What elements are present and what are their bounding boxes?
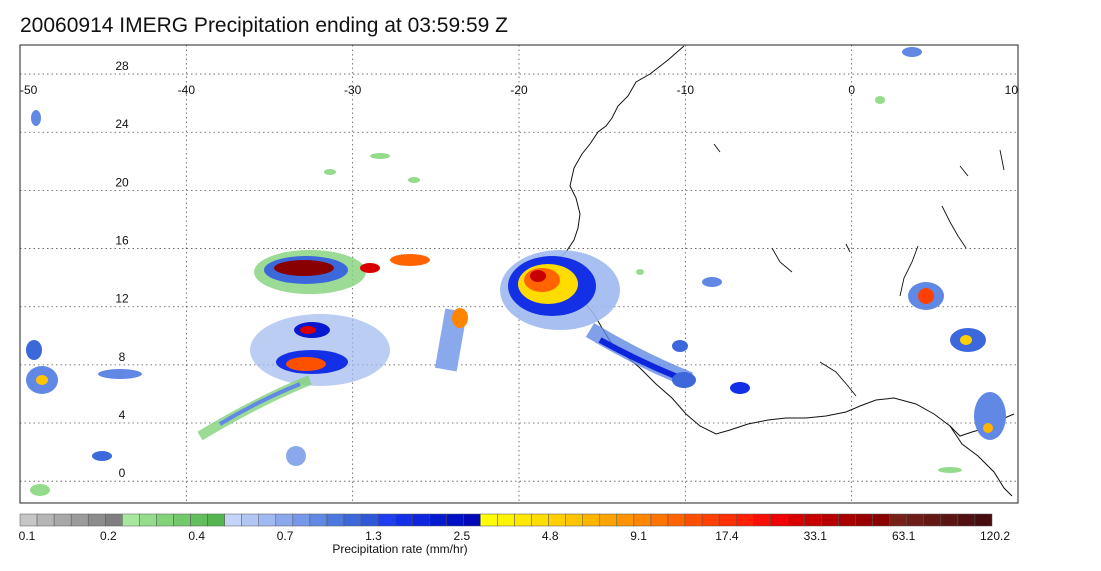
longitude-label: -30 xyxy=(344,83,362,97)
latitude-label: 8 xyxy=(119,350,126,364)
inland-water-features xyxy=(713,143,1005,397)
coastline xyxy=(551,45,1015,437)
colorbar-swatch xyxy=(36,513,55,527)
latitude-label: 0 xyxy=(119,466,126,480)
longitude-label: -50 xyxy=(20,83,38,97)
colorbar-swatch xyxy=(309,513,328,527)
colorbar-tick-label: 33.1 xyxy=(803,529,827,543)
colorbar-swatch xyxy=(275,513,294,527)
colorbar-tick-label: 4.8 xyxy=(541,529,559,543)
colorbar-swatch xyxy=(906,513,925,527)
colorbar-swatch xyxy=(804,513,822,527)
colorbar-swatch xyxy=(735,513,754,527)
colorbar-tick-label: 1.3 xyxy=(365,529,382,543)
colorbar-swatch xyxy=(565,513,583,527)
colorbar-swatch xyxy=(514,513,532,527)
colorbar-swatch xyxy=(190,513,208,527)
colorbar-tick-label: 0.4 xyxy=(188,529,206,543)
colorbar-swatch xyxy=(531,513,549,527)
colorbar-swatch xyxy=(633,513,652,527)
colorbar-swatch xyxy=(463,513,481,527)
colorbar-swatch xyxy=(292,513,311,527)
colorbar-swatch xyxy=(923,513,942,527)
colorbar-swatch xyxy=(377,513,396,527)
colorbar-swatch xyxy=(957,513,976,527)
figure-title: 20060914 IMERG Precipitation ending at 0… xyxy=(20,14,508,37)
colorbar-swatch xyxy=(889,513,907,527)
colorbar-swatch xyxy=(241,513,259,527)
colorbar-swatch xyxy=(87,513,106,527)
colorbar-swatch xyxy=(701,513,720,527)
latitude-label: 16 xyxy=(115,234,129,248)
longitude-label: 0 xyxy=(848,83,855,97)
longitude-label: -20 xyxy=(510,83,528,97)
colorbar-swatch xyxy=(480,513,498,527)
latitude-labels: 0 4 8 12 16 20 24 28 xyxy=(115,59,129,480)
colorbar-swatch xyxy=(787,513,805,527)
colorbar-tick-label: 120.2 xyxy=(979,529,1011,543)
latitude-label: 20 xyxy=(115,175,129,189)
colorbar-swatch xyxy=(343,513,362,527)
colorbar-swatch xyxy=(139,513,157,527)
colorbar-swatch xyxy=(446,513,464,527)
colorbar-swatch xyxy=(940,513,959,527)
colorbar-swatch xyxy=(855,513,873,527)
map-frame xyxy=(19,44,1019,504)
latitude-label: 24 xyxy=(115,117,129,131)
colorbar-swatch xyxy=(821,513,839,527)
colorbar-swatch xyxy=(650,513,669,527)
longitude-label: 10 xyxy=(1005,83,1019,97)
precipitation-colorbar xyxy=(19,513,993,527)
colorbar-swatch xyxy=(838,513,856,527)
colorbar-swatch xyxy=(753,513,771,527)
colorbar-swatch xyxy=(326,513,345,527)
colorbar-swatch xyxy=(497,513,515,527)
latitude-label: 28 xyxy=(115,59,129,73)
colorbar-swatch xyxy=(122,513,140,527)
colorbar-tick-label: 0.7 xyxy=(276,529,294,543)
colorbar-swatch xyxy=(718,513,737,527)
colorbar-swatch xyxy=(429,513,447,527)
colorbar-swatch xyxy=(770,513,788,527)
colorbar-swatch xyxy=(173,513,191,527)
longitude-labels: -50 -40 -30 -20 -10 0 10 xyxy=(20,83,1018,97)
colorbar-swatch xyxy=(548,513,566,527)
colorbar-swatch xyxy=(872,513,890,527)
latitude-label: 12 xyxy=(115,292,129,306)
colorbar-tick-label: 9.1 xyxy=(630,529,647,543)
colorbar-tick-label: 0.2 xyxy=(100,529,117,543)
colorbar-swatch xyxy=(156,513,174,527)
colorbar-swatch xyxy=(582,513,601,527)
colorbar-swatch xyxy=(105,513,123,527)
colorbar-swatch xyxy=(207,513,225,527)
colorbar-title: Precipitation rate (mm/hr) xyxy=(332,542,468,556)
colorbar-swatch xyxy=(258,513,277,527)
latitude-label: 4 xyxy=(119,408,126,422)
colorbar-swatch xyxy=(53,513,72,527)
longitude-label: -10 xyxy=(677,83,695,97)
colorbar-tick-label: 2.5 xyxy=(453,529,471,543)
colorbar-swatch xyxy=(394,513,413,527)
colorbar-swatch xyxy=(616,513,635,527)
colorbar-tick-label: 0.1 xyxy=(18,529,36,543)
colorbar-swatch xyxy=(599,513,618,527)
longitude-label: -40 xyxy=(178,83,196,97)
colorbar-swatch xyxy=(411,513,430,527)
precipitation-field xyxy=(26,47,1006,496)
colorbar-swatch xyxy=(684,513,703,527)
coastline-south xyxy=(949,425,1013,497)
colorbar-swatch xyxy=(70,513,89,527)
colorbar-tick-label: 63.1 xyxy=(891,529,916,543)
colorbar-swatch xyxy=(224,513,242,527)
colorbar-swatch xyxy=(360,513,379,527)
colorbar-swatch xyxy=(667,513,686,527)
colorbar-tick-label: 17.4 xyxy=(715,529,739,543)
colorbar-swatch xyxy=(974,513,993,527)
colorbar-swatch xyxy=(19,513,38,527)
